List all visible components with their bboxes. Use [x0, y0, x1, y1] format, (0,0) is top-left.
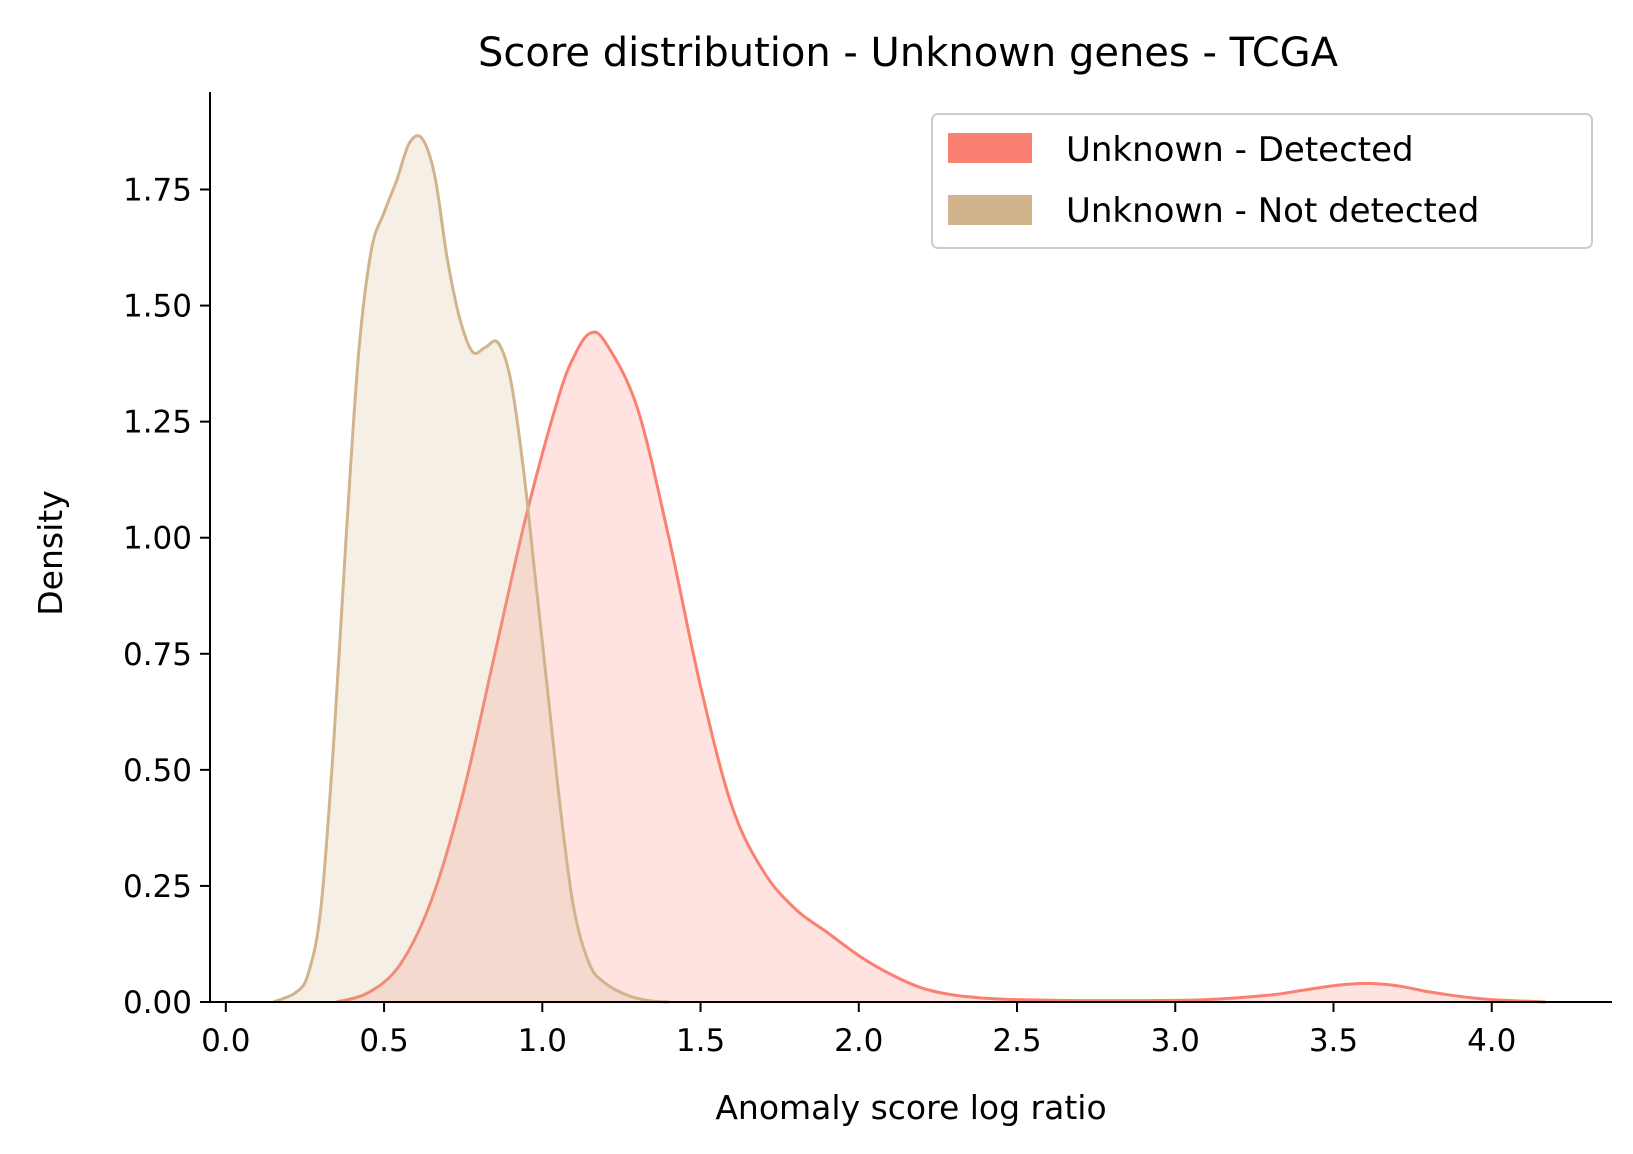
x-tick-label: 1.5 — [676, 1023, 725, 1059]
y-tick-label: 1.50 — [123, 289, 192, 325]
legend-swatch-detected — [948, 133, 1032, 163]
x-tick-label: 1.0 — [518, 1023, 567, 1059]
x-tick-label: 2.5 — [992, 1023, 1041, 1059]
density-fill-unknown-detected — [336, 332, 1546, 1002]
legend-swatch-not-detected — [948, 195, 1032, 225]
y-tick-label: 1.75 — [123, 173, 192, 209]
x-tick-label: 3.0 — [1151, 1023, 1200, 1059]
x-tick-label: 0.0 — [201, 1023, 250, 1059]
y-tick-label: 1.00 — [123, 521, 192, 557]
x-axis-ticks: 0.0 0.5 1.0 1.5 2.0 2.5 3.0 3.5 4.0 — [201, 1002, 1516, 1059]
legend-frame — [931, 113, 1593, 249]
density-fill-unknown-not-detected — [273, 135, 669, 1002]
y-tick-label: 1.25 — [123, 405, 192, 441]
x-axis-label: Anomaly score log ratio — [715, 1088, 1106, 1127]
y-axis-ticks: 0.00 0.25 0.50 0.75 1.00 1.25 1.50 1.75 — [123, 173, 210, 1021]
y-tick-label: 0.25 — [123, 869, 192, 905]
x-tick-label: 3.5 — [1309, 1023, 1358, 1059]
density-line-unknown-detected — [336, 330, 1546, 1004]
density-line-unknown-not-detected — [272, 134, 669, 1004]
density-areas — [272, 134, 1546, 1004]
legend: Unknown - Detected Unknown - Not detecte… — [931, 113, 1593, 249]
x-tick-label: 0.5 — [359, 1023, 408, 1059]
legend-label-not-detected: Unknown - Not detected — [1066, 191, 1479, 231]
y-axis-label: Density — [31, 490, 70, 615]
x-tick-label: 4.0 — [1467, 1023, 1516, 1059]
legend-label-detected: Unknown - Detected — [1066, 130, 1414, 170]
y-tick-label: 0.50 — [123, 753, 192, 789]
y-tick-label: 0.00 — [123, 985, 192, 1021]
chart-title: Score distribution - Unknown genes - TCG… — [478, 30, 1339, 76]
y-tick-label: 0.75 — [123, 637, 192, 673]
x-tick-label: 2.0 — [834, 1023, 883, 1059]
